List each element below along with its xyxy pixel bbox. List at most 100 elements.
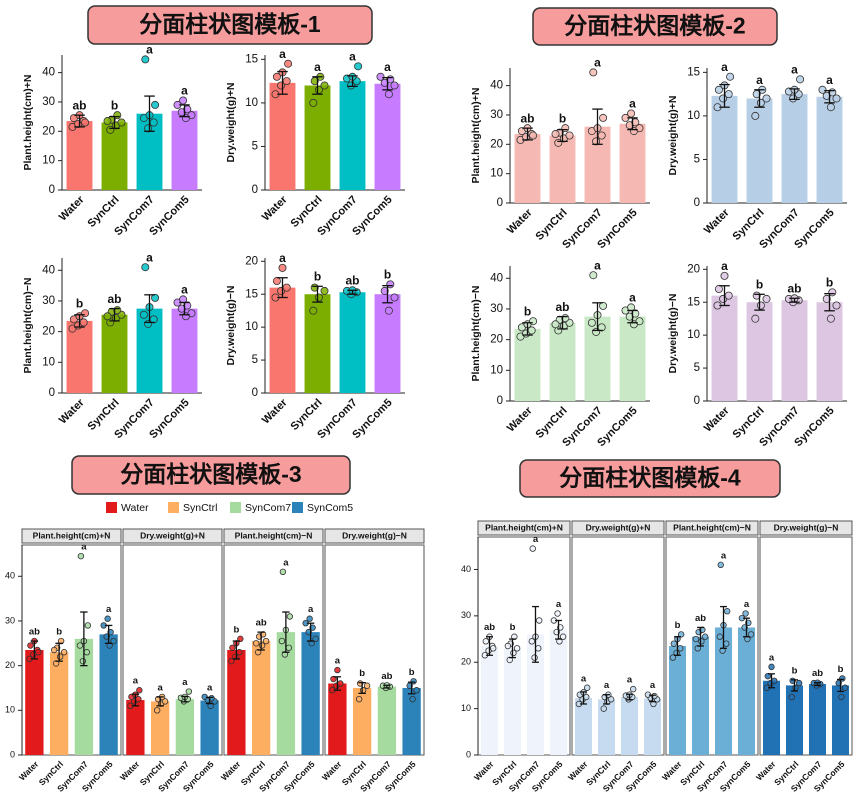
data-point xyxy=(589,68,598,77)
data-point xyxy=(286,613,294,620)
bar xyxy=(227,650,246,755)
significance-letter: a xyxy=(721,259,728,273)
data-point xyxy=(117,118,126,127)
data-point xyxy=(822,91,831,100)
y-tick-label: 30 xyxy=(490,303,503,315)
error-bar xyxy=(720,605,727,649)
data-point xyxy=(384,306,393,315)
error-bar xyxy=(232,640,241,660)
y-tick-label: 20 xyxy=(687,263,700,275)
panel-title: 分面柱状图模板-1 xyxy=(139,11,321,37)
facet-label: Dry.weight(g)−N xyxy=(774,522,839,532)
significance-letter: a xyxy=(627,675,633,686)
y-tick-label: 20 xyxy=(245,255,258,267)
facet-strip xyxy=(122,528,223,544)
data-point xyxy=(627,109,636,118)
bar xyxy=(514,134,541,203)
significance-letter: b xyxy=(56,627,62,638)
data-point xyxy=(363,682,371,689)
data-point xyxy=(599,301,608,310)
x-tick-label: Water xyxy=(702,206,732,236)
data-point xyxy=(720,271,729,280)
y-tick-label: 30 xyxy=(490,109,503,121)
significance-letter: a xyxy=(650,680,656,691)
error-bar xyxy=(382,285,393,304)
significance-letter: a xyxy=(744,599,750,610)
bar xyxy=(74,638,94,755)
bar xyxy=(711,295,738,401)
facet-label: Plant.height(cm)+N xyxy=(485,522,563,532)
data-point xyxy=(751,314,760,323)
error-bar xyxy=(407,681,416,695)
data-point xyxy=(139,310,148,319)
data-point xyxy=(551,320,560,329)
data-point xyxy=(724,291,733,300)
facet-strip xyxy=(571,520,665,536)
bar xyxy=(711,95,738,203)
data-point xyxy=(409,695,416,703)
x-tick-label: Water xyxy=(505,404,535,434)
title-box xyxy=(532,7,778,46)
error-bar xyxy=(257,631,265,651)
data-point xyxy=(390,81,399,90)
significance-letter: ab xyxy=(484,622,495,633)
facet-label: Dry.weight(g)−N xyxy=(342,530,407,540)
data-point xyxy=(717,561,724,569)
data-point xyxy=(529,131,538,140)
y-tick-label: 10 xyxy=(687,329,700,341)
bar xyxy=(339,81,366,190)
error-bar xyxy=(592,302,603,332)
bar xyxy=(352,687,372,755)
error-bar xyxy=(312,76,323,95)
bar xyxy=(691,636,710,755)
data-point xyxy=(337,680,344,687)
data-point xyxy=(153,707,161,714)
significance-letter: b xyxy=(409,667,415,678)
significance-letter: a xyxy=(314,60,321,74)
data-point xyxy=(258,642,266,649)
data-point xyxy=(504,642,512,650)
significance-letter: b xyxy=(838,664,844,675)
data-point xyxy=(701,633,709,640)
error-bar xyxy=(768,673,775,689)
data-point xyxy=(599,113,608,122)
significance-letter: ab xyxy=(787,281,801,295)
significance-letter: b xyxy=(384,268,391,282)
bar xyxy=(714,627,733,755)
y-tick-label: 10 xyxy=(490,168,503,180)
y-tick-label: 5 xyxy=(694,362,700,374)
data-point xyxy=(796,75,805,84)
data-point xyxy=(77,552,85,560)
significance-letter: b xyxy=(111,98,118,112)
significance-letter: a xyxy=(308,604,314,615)
error-bar xyxy=(791,679,798,692)
data-point xyxy=(482,638,490,645)
significance-letter: a xyxy=(721,60,728,74)
error-bar xyxy=(205,696,214,705)
data-point xyxy=(607,696,615,703)
y-tick-label: 20 xyxy=(490,334,503,346)
facet-strip xyxy=(324,528,425,544)
error-bar xyxy=(55,642,63,662)
data-point xyxy=(826,103,835,112)
bar xyxy=(816,96,843,203)
data-point xyxy=(714,285,723,294)
bar xyxy=(549,629,568,755)
data-point xyxy=(151,293,160,302)
data-point xyxy=(529,317,538,326)
data-point xyxy=(334,666,341,674)
bar xyxy=(276,632,296,755)
facet-label: Plant.height(cm)−N xyxy=(235,530,313,540)
error-bar xyxy=(347,75,358,88)
data-point xyxy=(149,118,158,127)
y-axis-title: Plant.height(cm)−N xyxy=(22,278,34,374)
legend-swatch xyxy=(106,502,117,513)
y-axis-title: Plant.height(cm)+N xyxy=(470,88,482,184)
data-point xyxy=(747,631,755,638)
bar xyxy=(402,687,421,755)
y-tick-label: 15 xyxy=(687,66,700,78)
data-point xyxy=(742,610,749,617)
bar xyxy=(762,680,781,755)
y-axis-title: Dry.weight(g)+N xyxy=(225,82,237,162)
bar xyxy=(549,322,576,401)
